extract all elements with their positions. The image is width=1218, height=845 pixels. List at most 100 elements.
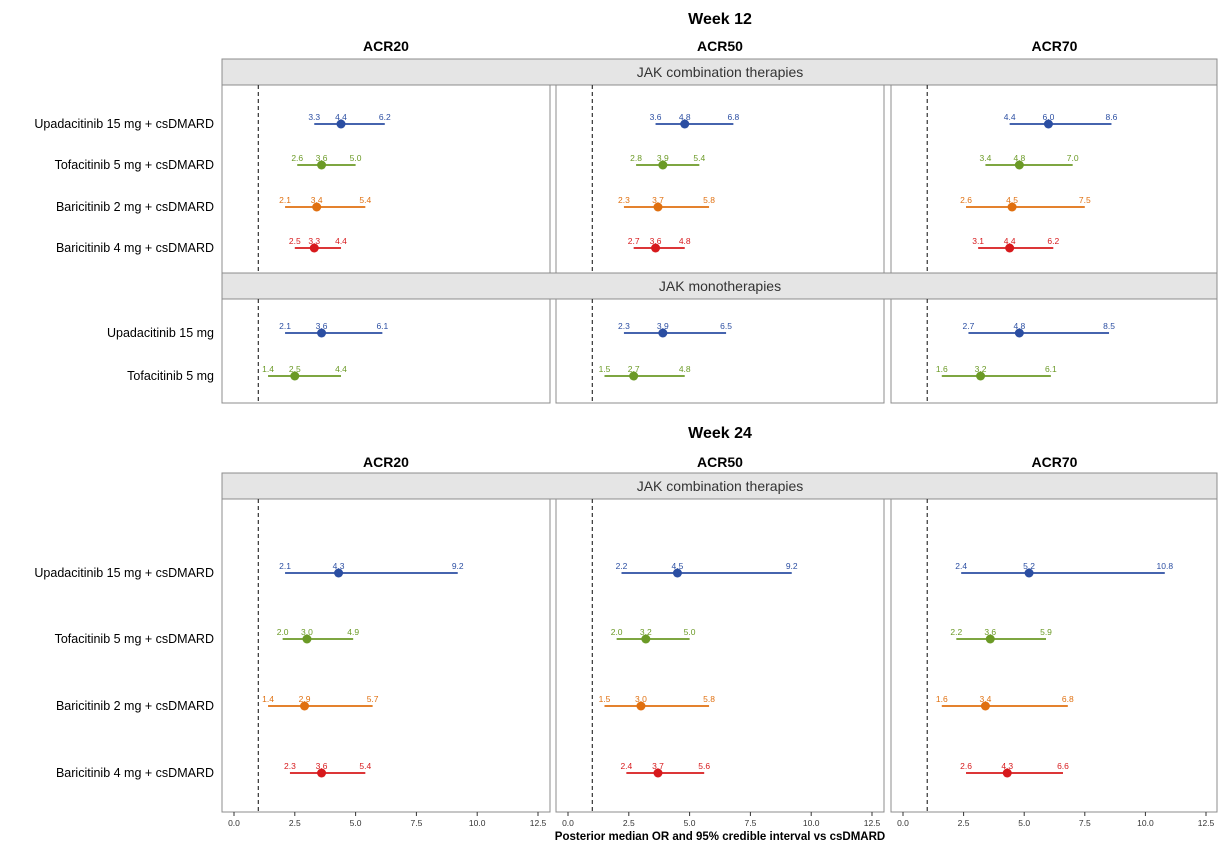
median-point: [312, 202, 322, 212]
ci-lower-label: 2.0: [611, 627, 623, 637]
median-point: [658, 328, 668, 338]
row-label: Baricitinib 4 mg + csDMARD: [56, 241, 214, 255]
median-label: 3.4: [311, 195, 323, 205]
median-label: 4.3: [1001, 761, 1013, 771]
median-label: 6.0: [1043, 112, 1055, 122]
ci-upper-label: 10.8: [1157, 561, 1174, 571]
ci-upper-label: 5.4: [359, 195, 371, 205]
column-title: ACR20: [363, 454, 409, 470]
ci-lower-label: 1.6: [936, 364, 948, 374]
ci-lower-label: 2.2: [950, 627, 962, 637]
ci-lower-label: 2.5: [289, 236, 301, 246]
panel-border: [221, 298, 551, 404]
column-title: ACR50: [697, 454, 743, 470]
median-label: 2.5: [289, 364, 301, 374]
x-tick-label: 10.0: [803, 818, 820, 828]
median-label: 5.2: [1023, 561, 1035, 571]
x-tick-label: 0.0: [562, 818, 574, 828]
ci-upper-label: 6.2: [1047, 236, 1059, 246]
median-label: 2.9: [299, 694, 311, 704]
median-point: [300, 701, 310, 711]
ci-upper-label: 6.5: [720, 321, 732, 331]
x-tick-label: 5.0: [684, 818, 696, 828]
x-tick-label: 5.0: [350, 818, 362, 828]
median-label: 4.5: [672, 561, 684, 571]
median-label: 3.2: [640, 627, 652, 637]
median-label: 3.0: [635, 694, 647, 704]
median-label: 2.7: [628, 364, 640, 374]
median-point: [658, 160, 668, 170]
median-point: [672, 568, 682, 578]
median-point: [641, 634, 651, 644]
x-axis-title: Posterior median OR and 95% credible int…: [555, 831, 885, 843]
strip-label: JAK combination therapies: [637, 64, 804, 80]
median-label: 3.6: [650, 236, 662, 246]
ci-upper-label: 6.1: [1045, 364, 1057, 374]
ci-lower-label: 2.4: [955, 561, 967, 571]
x-tick-label: 2.5: [958, 818, 970, 828]
median-label: 4.8: [1013, 153, 1025, 163]
median-point: [680, 119, 690, 129]
median-point: [651, 243, 661, 253]
ci-upper-label: 8.5: [1103, 321, 1115, 331]
ci-lower-label: 2.6: [960, 761, 972, 771]
ci-upper-label: 5.8: [703, 694, 715, 704]
ci-lower-label: 2.1: [279, 561, 291, 571]
median-label: 3.6: [316, 321, 328, 331]
median-label: 4.8: [679, 112, 691, 122]
median-point: [302, 634, 312, 644]
column-title: ACR70: [1032, 454, 1078, 470]
ci-upper-label: 4.8: [679, 236, 691, 246]
ci-lower-label: 1.4: [262, 694, 274, 704]
median-label: 4.4: [1004, 236, 1016, 246]
median-label: 3.0: [301, 627, 313, 637]
ci-lower-label: 3.4: [980, 153, 992, 163]
strip-label: JAK monotherapies: [659, 278, 781, 294]
x-tick-label: 2.5: [623, 818, 635, 828]
panel-border: [555, 298, 885, 404]
ci-lower-label: 1.5: [599, 694, 611, 704]
ci-lower-label: 2.0: [277, 627, 289, 637]
median-label: 3.7: [652, 195, 664, 205]
ci-upper-label: 5.0: [350, 153, 362, 163]
ci-lower-label: 3.1: [972, 236, 984, 246]
x-tick-label: 0.0: [897, 818, 909, 828]
median-point: [653, 768, 663, 778]
strip-band: [221, 272, 1218, 300]
median-label: 4.4: [335, 112, 347, 122]
ci-upper-label: 8.6: [1106, 112, 1118, 122]
ci-upper-label: 6.6: [1057, 761, 1069, 771]
median-label: 3.4: [980, 694, 992, 704]
row-label: Tofacitinib 5 mg: [127, 369, 214, 383]
median-point: [317, 160, 327, 170]
row-label: Upadacitinib 15 mg + csDMARD: [34, 566, 214, 580]
column-title: ACR50: [697, 38, 743, 54]
ci-upper-label: 5.8: [703, 195, 715, 205]
ci-lower-label: 2.2: [616, 561, 628, 571]
median-point: [1002, 768, 1012, 778]
column-title: ACR70: [1032, 38, 1078, 54]
ci-upper-label: 6.8: [727, 112, 739, 122]
x-tick-label: 10.0: [469, 818, 486, 828]
x-tick-label: 5.0: [1018, 818, 1030, 828]
median-point: [976, 371, 986, 381]
ci-upper-label: 9.2: [786, 561, 798, 571]
median-point: [1005, 243, 1015, 253]
x-tick-label: 7.5: [744, 818, 756, 828]
median-label: 3.6: [984, 627, 996, 637]
median-label: 4.8: [1013, 321, 1025, 331]
ci-lower-label: 3.6: [650, 112, 662, 122]
median-label: 4.3: [333, 561, 345, 571]
ci-lower-label: 2.7: [963, 321, 975, 331]
x-tick-label: 2.5: [289, 818, 301, 828]
ci-upper-label: 4.9: [347, 627, 359, 637]
ci-upper-label: 4.4: [335, 364, 347, 374]
ci-upper-label: 5.9: [1040, 627, 1052, 637]
ci-lower-label: 1.6: [936, 694, 948, 704]
row-label: Tofacitinib 5 mg + csDMARD: [55, 158, 214, 172]
row-label: Baricitinib 2 mg + csDMARD: [56, 200, 214, 214]
ci-lower-label: 2.4: [620, 761, 632, 771]
ci-upper-label: 7.5: [1079, 195, 1091, 205]
strip-band: [221, 58, 1218, 86]
